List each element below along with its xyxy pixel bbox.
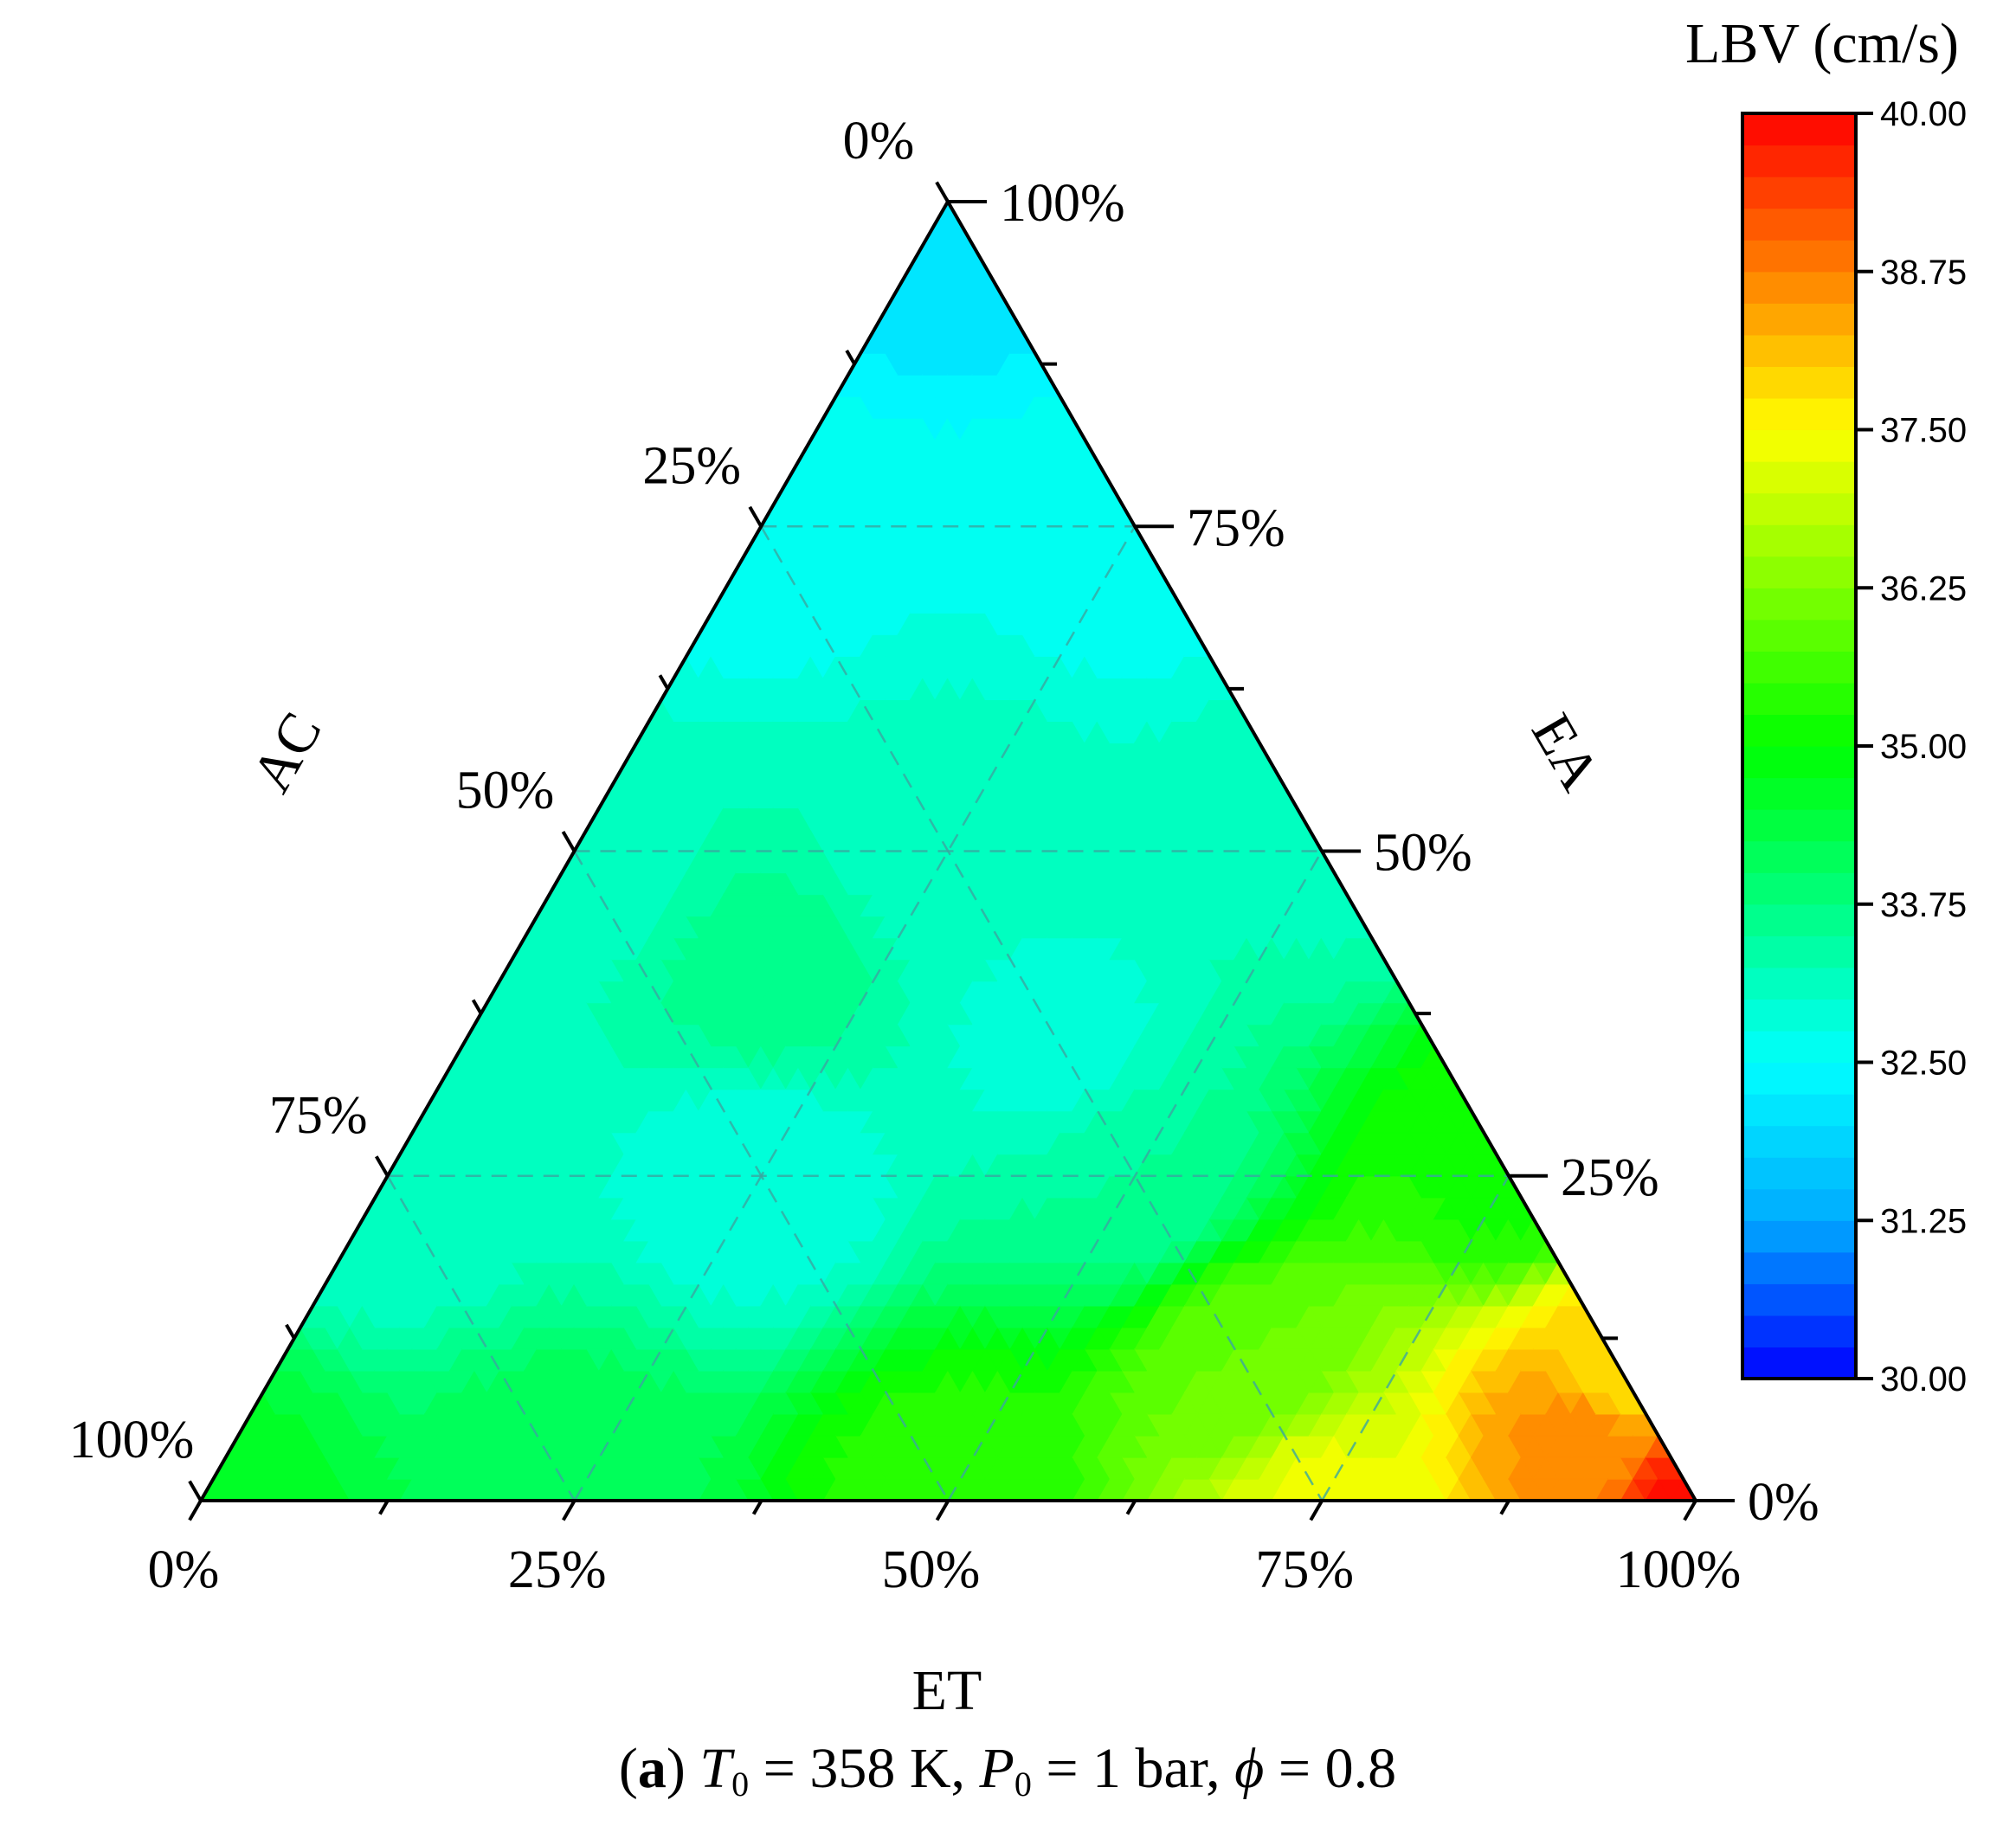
colorbar-band (1742, 840, 1856, 873)
colorbar-band (1742, 588, 1856, 621)
contour-field (201, 202, 1696, 1501)
colorbar-bands (1742, 113, 1856, 1379)
colorbar-band (1742, 936, 1856, 968)
colorbar-band (1742, 1157, 1856, 1190)
colorbar-band (1742, 556, 1856, 588)
colorbar-band (1742, 429, 1856, 462)
colorbar-title: LBV (cm/s) (1685, 12, 1959, 75)
colorbar-tick-label: 31.25 (1880, 1202, 1967, 1240)
colorbar-tick-label: 32.50 (1880, 1045, 1967, 1083)
colorbar-band (1742, 271, 1856, 304)
tick-label-bottom: 100% (1616, 1540, 1742, 1599)
tick-label-left: 50% (456, 762, 555, 820)
colorbar-band (1742, 777, 1856, 810)
tick-label-left: 75% (269, 1086, 368, 1145)
colorbar-band (1742, 1315, 1856, 1348)
tick-left (845, 350, 856, 365)
colorbar-tick-label: 33.75 (1880, 886, 1967, 924)
tick-left (375, 1155, 390, 1177)
colorbar-band (1742, 524, 1856, 557)
colorbar-band (1742, 967, 1856, 1000)
tick-left (658, 674, 670, 690)
tick-label-bottom: 75% (1255, 1540, 1354, 1599)
colorbar-band (1742, 1062, 1856, 1095)
colorbar-band (1742, 1220, 1856, 1253)
colorbar-band (1742, 746, 1856, 779)
tick-label-left: 100% (69, 1411, 195, 1469)
colorbar-band (1742, 334, 1856, 367)
tick-left (935, 181, 950, 203)
tick-bottom (1125, 1499, 1137, 1515)
tick-label-right: 0% (1748, 1473, 1820, 1532)
colorbar-band (1742, 1251, 1856, 1284)
tick-bottom (1309, 1499, 1324, 1521)
colorbar-band (1742, 714, 1856, 747)
colorbar-band (1742, 303, 1856, 336)
tick-left (748, 505, 763, 528)
colorbar-tick-label: 36.25 (1880, 569, 1967, 608)
tick-label-right: 75% (1187, 498, 1285, 557)
tick-label-left: 0% (843, 112, 915, 170)
colorbar-band (1742, 208, 1856, 241)
colorbar-band (1742, 619, 1856, 652)
colorbar-band (1742, 145, 1856, 177)
colorbar-band (1742, 999, 1856, 1032)
colorbar-band (1742, 1094, 1856, 1127)
colorbar-tick-label: 37.50 (1880, 412, 1967, 450)
colorbar-band (1742, 872, 1856, 905)
colorbar-band (1742, 366, 1856, 399)
axis-title-left: AC (240, 702, 334, 802)
tick-label-right: 100% (1000, 174, 1125, 233)
tick-label-left: 25% (642, 436, 741, 495)
tick-bottom (188, 1499, 203, 1521)
tick-label-right: 25% (1561, 1148, 1659, 1207)
colorbar-band (1742, 903, 1856, 936)
colorbar-band (1742, 1030, 1856, 1064)
tick-bottom (1499, 1499, 1510, 1515)
tick-bottom (562, 1499, 576, 1521)
colorbar-band (1742, 1347, 1856, 1379)
colorbar-band (1742, 651, 1856, 684)
tick-bottom (751, 1499, 763, 1515)
colorbar-band (1742, 177, 1856, 209)
colorbar-band (1742, 461, 1856, 494)
tick-bottom (1683, 1499, 1697, 1521)
tick-bottom (935, 1499, 950, 1521)
colorbar-tick-label: 40.00 (1880, 95, 1967, 133)
colorbar-band (1742, 1188, 1856, 1221)
colorbar-band (1742, 397, 1856, 431)
tick-label-bottom: 50% (882, 1540, 981, 1599)
tick-label-right: 50% (1374, 824, 1472, 883)
colorbar-tick-label: 38.75 (1880, 254, 1967, 292)
axis-title-right: EA (1519, 704, 1612, 801)
colorbar-ticks: 30.00 31.25 32.50 33.75 35.00 36.25 37.50 38.75… (1856, 95, 1967, 1399)
colorbar-band (1742, 492, 1856, 525)
colorbar-band (1742, 809, 1856, 842)
colorbar-tick-label: 30.00 (1880, 1360, 1967, 1399)
tick-left (471, 999, 483, 1015)
tick-left (285, 1323, 296, 1340)
figure-caption: (a) T0 = 358 K, P0 = 1 bar, ϕ = 0.8 (619, 1737, 1396, 1804)
colorbar-band (1742, 240, 1856, 273)
colorbar-tick-label: 35.00 (1880, 728, 1967, 766)
colorbar-band (1742, 1283, 1856, 1316)
colorbar-band (1742, 1125, 1856, 1158)
axis-title-bottom: ET (912, 1659, 982, 1722)
tick-label-bottom: 0% (148, 1540, 220, 1599)
tick-bottom (378, 1499, 390, 1515)
colorbar-band (1742, 682, 1856, 716)
colorbar-band (1742, 113, 1856, 146)
tick-left (188, 1480, 203, 1502)
tick-label-bottom: 25% (508, 1540, 607, 1599)
tick-left (561, 830, 576, 852)
colorbar: LBV (cm/s) 30.00 31.25 32.50 33.75 35.00 36.2… (1685, 12, 1967, 1399)
